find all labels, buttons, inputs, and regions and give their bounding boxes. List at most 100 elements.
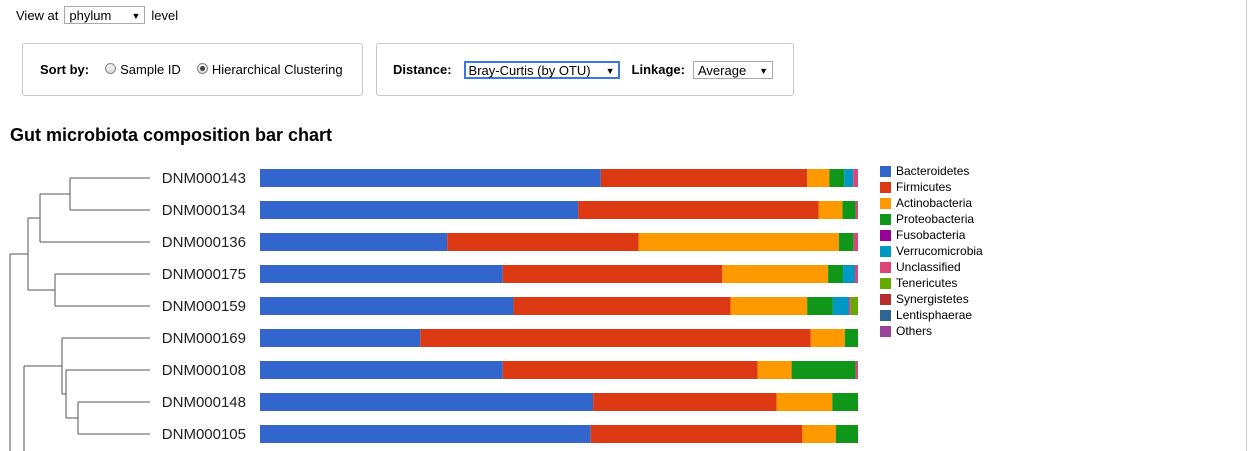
bar-segment[interactable] <box>818 201 843 219</box>
chevron-down-icon: ▼ <box>759 65 768 76</box>
bar-segment[interactable] <box>802 425 836 443</box>
bar-segment[interactable] <box>502 361 758 379</box>
bar-segment[interactable] <box>260 361 503 379</box>
sample-label: DNM000175 <box>162 266 246 283</box>
legend-swatch <box>880 245 891 257</box>
linkage-select[interactable]: Average ▼ <box>693 60 773 79</box>
bar-segment[interactable] <box>260 329 421 347</box>
bar-segment[interactable] <box>828 265 844 283</box>
stacked-bar-chart: DNM000143 DNM000134 DNM000136 DNM000175 DNM0… <box>9 169 858 451</box>
bar-segment[interactable] <box>853 233 858 251</box>
bar-segment[interactable] <box>844 329 858 347</box>
legend-label: Actinobacteria <box>896 196 973 210</box>
bar-segment[interactable] <box>807 169 830 187</box>
sample-label: DNM000143 <box>162 170 246 187</box>
legend-swatch <box>880 325 891 337</box>
legend-swatch <box>880 261 891 273</box>
bar-segment[interactable] <box>832 393 858 411</box>
bar-segment[interactable] <box>590 425 803 443</box>
bar-segment[interactable] <box>855 201 858 219</box>
legend-item[interactable]: Firmicutes <box>880 179 983 195</box>
sample-label: DNM000169 <box>162 330 246 347</box>
sort-radio-sample-id[interactable]: Sample ID <box>105 62 181 77</box>
distance-label: Distance: <box>393 62 452 77</box>
legend-swatch <box>880 197 891 209</box>
bar-segment[interactable] <box>578 201 819 219</box>
distance-select[interactable]: Bray-Curtis (by OTU) ▼ <box>463 60 620 79</box>
legend-item[interactable]: Lentisphaerae <box>880 307 983 323</box>
legend-label: Verrucomicrobia <box>896 244 983 258</box>
bar-segment[interactable] <box>849 297 851 315</box>
legend-item[interactable]: Fusobacteria <box>880 227 983 243</box>
sample-label: DNM000136 <box>162 234 246 251</box>
legend-label: Others <box>896 324 933 338</box>
sort-radio-hierarchical[interactable]: Hierarchical Clustering <box>196 62 343 77</box>
bar-segment[interactable] <box>420 329 811 347</box>
legend-item[interactable]: Proteobacteria <box>880 211 983 227</box>
legend-item[interactable]: Synergistetes <box>880 291 983 307</box>
bar-segment[interactable] <box>810 329 845 347</box>
legend-swatch <box>880 181 891 193</box>
legend-item[interactable]: Actinobacteria <box>880 195 983 211</box>
bar-segment[interactable] <box>829 169 845 187</box>
bar-segment[interactable] <box>593 393 777 411</box>
legend-item[interactable]: Others <box>880 323 983 339</box>
bar-segment[interactable] <box>844 169 854 187</box>
sort-option-label: Sample ID <box>120 62 181 77</box>
chevron-down-icon: ▼ <box>605 65 615 76</box>
sort-option-label: Hierarchical Clustering <box>211 62 343 77</box>
bar-segment[interactable] <box>502 265 723 283</box>
chevron-down-icon: ▼ <box>131 11 141 21</box>
bar-segment[interactable] <box>260 233 448 251</box>
legend-swatch <box>880 277 891 289</box>
legend-label: Firmicutes <box>896 180 952 194</box>
legend-swatch <box>880 213 891 225</box>
bar-segment[interactable] <box>842 201 856 219</box>
bar-segment[interactable] <box>260 393 594 411</box>
distance-select-value: Bray-Curtis (by OTU) <box>468 62 591 78</box>
bar-segment[interactable] <box>722 265 829 283</box>
bar-segment[interactable] <box>791 361 856 379</box>
bar-segment[interactable] <box>600 169 808 187</box>
bar-segment[interactable] <box>447 233 639 251</box>
bar-segment[interactable] <box>850 297 858 315</box>
bar-segment[interactable] <box>260 297 514 315</box>
bar-segment[interactable] <box>260 425 591 443</box>
level-select[interactable]: phylum ▼ <box>64 6 146 24</box>
bar-segment[interactable] <box>513 297 731 315</box>
legend-label: Bacteroidetes <box>896 164 970 178</box>
bar-segment[interactable] <box>843 265 856 283</box>
sample-label: DNM000148 <box>162 394 246 411</box>
radio-icon[interactable] <box>105 63 117 74</box>
bar-segment[interactable] <box>855 361 858 379</box>
bar-segment[interactable] <box>838 233 854 251</box>
bar-segment[interactable] <box>757 361 792 379</box>
sample-label: DNM000159 <box>162 298 246 315</box>
bar-segment[interactable] <box>730 297 808 315</box>
bar-segment[interactable] <box>260 201 579 219</box>
legend-item[interactable]: Verrucomicrobia <box>880 243 983 259</box>
page-edge <box>1246 0 1247 451</box>
bar-segment[interactable] <box>260 265 503 283</box>
legend-label: Unclassified <box>896 260 961 274</box>
distance-panel: Distance: Bray-Curtis (by OTU) ▼ Linkage… <box>376 43 794 96</box>
legend: Bacteroidetes Firmicutes Actinobacteria Pro… <box>880 163 983 339</box>
legend-item[interactable]: Unclassified <box>880 259 983 275</box>
bar-segment[interactable] <box>855 265 858 283</box>
legend-swatch <box>880 293 891 305</box>
bar-segment[interactable] <box>638 233 839 251</box>
legend-item[interactable]: Bacteroidetes <box>880 163 983 179</box>
bar-segment[interactable] <box>853 169 858 187</box>
radio-checked-icon[interactable] <box>196 63 208 74</box>
bar-segment[interactable] <box>807 297 833 315</box>
bar-segment[interactable] <box>776 393 833 411</box>
bar-segment[interactable] <box>260 169 601 187</box>
bar-segment[interactable] <box>835 425 858 443</box>
bar-segment[interactable] <box>832 297 850 315</box>
linkage-label: Linkage: <box>631 62 685 77</box>
legend-item[interactable]: Tenericutes <box>880 275 983 291</box>
sample-label: DNM000105 <box>162 426 246 443</box>
dendrogram <box>9 177 150 451</box>
bars <box>260 169 858 443</box>
legend-label: Tenericutes <box>896 276 958 290</box>
